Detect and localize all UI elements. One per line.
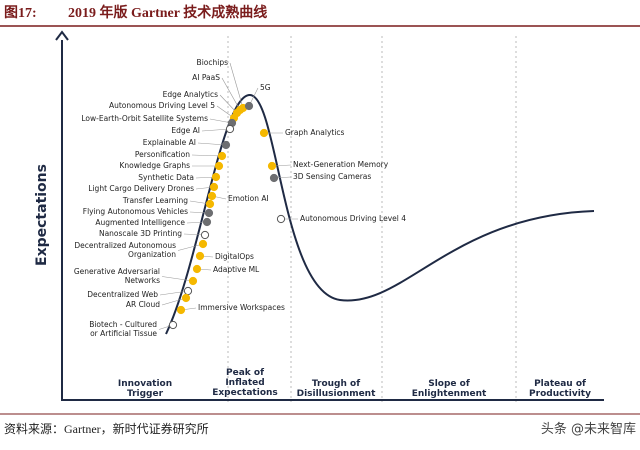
- technology-label: Decentralized Autonomous: [74, 241, 176, 250]
- watermark: 头条 @未来智库: [541, 421, 636, 437]
- phase-label: Peak of: [226, 368, 264, 378]
- technology-marker: [195, 251, 205, 261]
- technology-marker: [198, 239, 208, 249]
- leader-line: [219, 94, 238, 114]
- phase-label: Plateau of: [534, 379, 586, 389]
- technology-marker: [176, 305, 186, 315]
- technology-label: Low-Earth-Orbit Satellite Systems: [81, 114, 208, 123]
- technology-label: Biotech - Cultured: [89, 320, 157, 329]
- technology-marker: [200, 230, 210, 240]
- technology-marker: [269, 173, 279, 183]
- technology-label: Transfer Learning: [122, 196, 188, 205]
- technology-marker: [181, 293, 191, 303]
- technology-label: Networks: [125, 276, 160, 285]
- technology-label: Next-Generation Memory: [293, 160, 389, 169]
- leader-line: [191, 154, 223, 157]
- technology-marker: [259, 128, 269, 138]
- technology-marker: [267, 161, 277, 171]
- technology-marker: [276, 214, 286, 224]
- phase-label: Expectations: [212, 388, 278, 398]
- technology-label: Edge AI: [171, 126, 200, 135]
- leader-line: [161, 297, 187, 306]
- phase-label: Disillusionment: [297, 389, 376, 399]
- technology-marker: [225, 124, 235, 134]
- technology-marker: [244, 101, 254, 111]
- phase-dividers: [227, 36, 517, 402]
- leader-line: [161, 276, 194, 282]
- y-axis-label: Expectations: [34, 164, 50, 266]
- leader-line: [159, 290, 189, 296]
- technology-label: Knowledge Graphs: [119, 161, 190, 170]
- technology-marker: [205, 199, 215, 209]
- technology-label: Explainable AI: [143, 138, 196, 147]
- technology-label: or Artificial Tissue: [90, 329, 157, 338]
- technology-label: AI PaaS: [192, 73, 220, 82]
- technology-label: 5G: [260, 83, 271, 92]
- technology-marker: [211, 172, 221, 182]
- technology-label: Autonomous Driving Level 4: [300, 214, 406, 223]
- technology-label: DigitalOps: [215, 252, 254, 261]
- leader-line: [197, 142, 227, 146]
- leader-line: [229, 62, 244, 109]
- technology-marker: [221, 140, 231, 150]
- technology-label: Biochips: [197, 58, 229, 67]
- technology-label: Edge Analytics: [163, 90, 218, 99]
- technology-label: Emotion AI: [228, 194, 269, 203]
- technology-marker: [192, 264, 202, 274]
- technology-label: Immersive Workspaces: [198, 303, 285, 312]
- technology-label: Synthetic Data: [138, 173, 194, 182]
- technology-marker: [188, 276, 198, 286]
- technology-marker: [217, 151, 227, 161]
- technology-label: Decentralized Web: [87, 290, 158, 299]
- phase-label: Innovation: [118, 379, 172, 389]
- leader-line: [221, 77, 241, 111]
- figure-title: 2019 年版 Gartner 技术成熟曲线: [68, 4, 267, 21]
- figure-number: 图17:: [4, 5, 37, 21]
- technology-marker: [183, 286, 193, 296]
- phase-label: Trough of: [312, 379, 360, 389]
- source: 资料来源：Gartner，新时代证券研究所: [4, 421, 209, 436]
- technology-label: Adaptive ML: [213, 265, 260, 274]
- leader-line: [201, 128, 231, 132]
- technology-marker: [202, 217, 212, 227]
- phase-label: Slope of: [428, 379, 470, 389]
- technology-marker: [214, 161, 224, 171]
- technology-label: Light Cargo Delivery Drones: [88, 184, 194, 193]
- technology-label: 3D Sensing Cameras: [293, 172, 371, 181]
- technology-label: Flying Autonomous Vehicles: [83, 207, 188, 216]
- technology-label: Nanoscale 3D Printing: [99, 229, 182, 238]
- leader-line: [177, 243, 204, 251]
- axis-arrow: [55, 30, 69, 41]
- phase-label: Productivity: [529, 389, 591, 399]
- phase-label: Enlightenment: [412, 389, 487, 399]
- technology-label: Autonomous Driving Level 5: [109, 101, 215, 110]
- technology-label: Personification: [135, 150, 190, 159]
- technology-label: Generative Adversarial: [74, 267, 160, 276]
- axes: [61, 40, 604, 401]
- technology-marker: [204, 208, 214, 218]
- technology-marker: [209, 182, 219, 192]
- phase-label: Trigger: [127, 389, 164, 399]
- technology-label: Augmented Intelligence: [95, 218, 185, 227]
- technology-label: Graph Analytics: [285, 128, 345, 137]
- phase-label: Inflated: [225, 378, 264, 388]
- technology-marker: [207, 191, 217, 201]
- technology-marker: [168, 320, 178, 330]
- technology-label: AR Cloud: [126, 300, 160, 309]
- technology-label: Organization: [128, 250, 176, 259]
